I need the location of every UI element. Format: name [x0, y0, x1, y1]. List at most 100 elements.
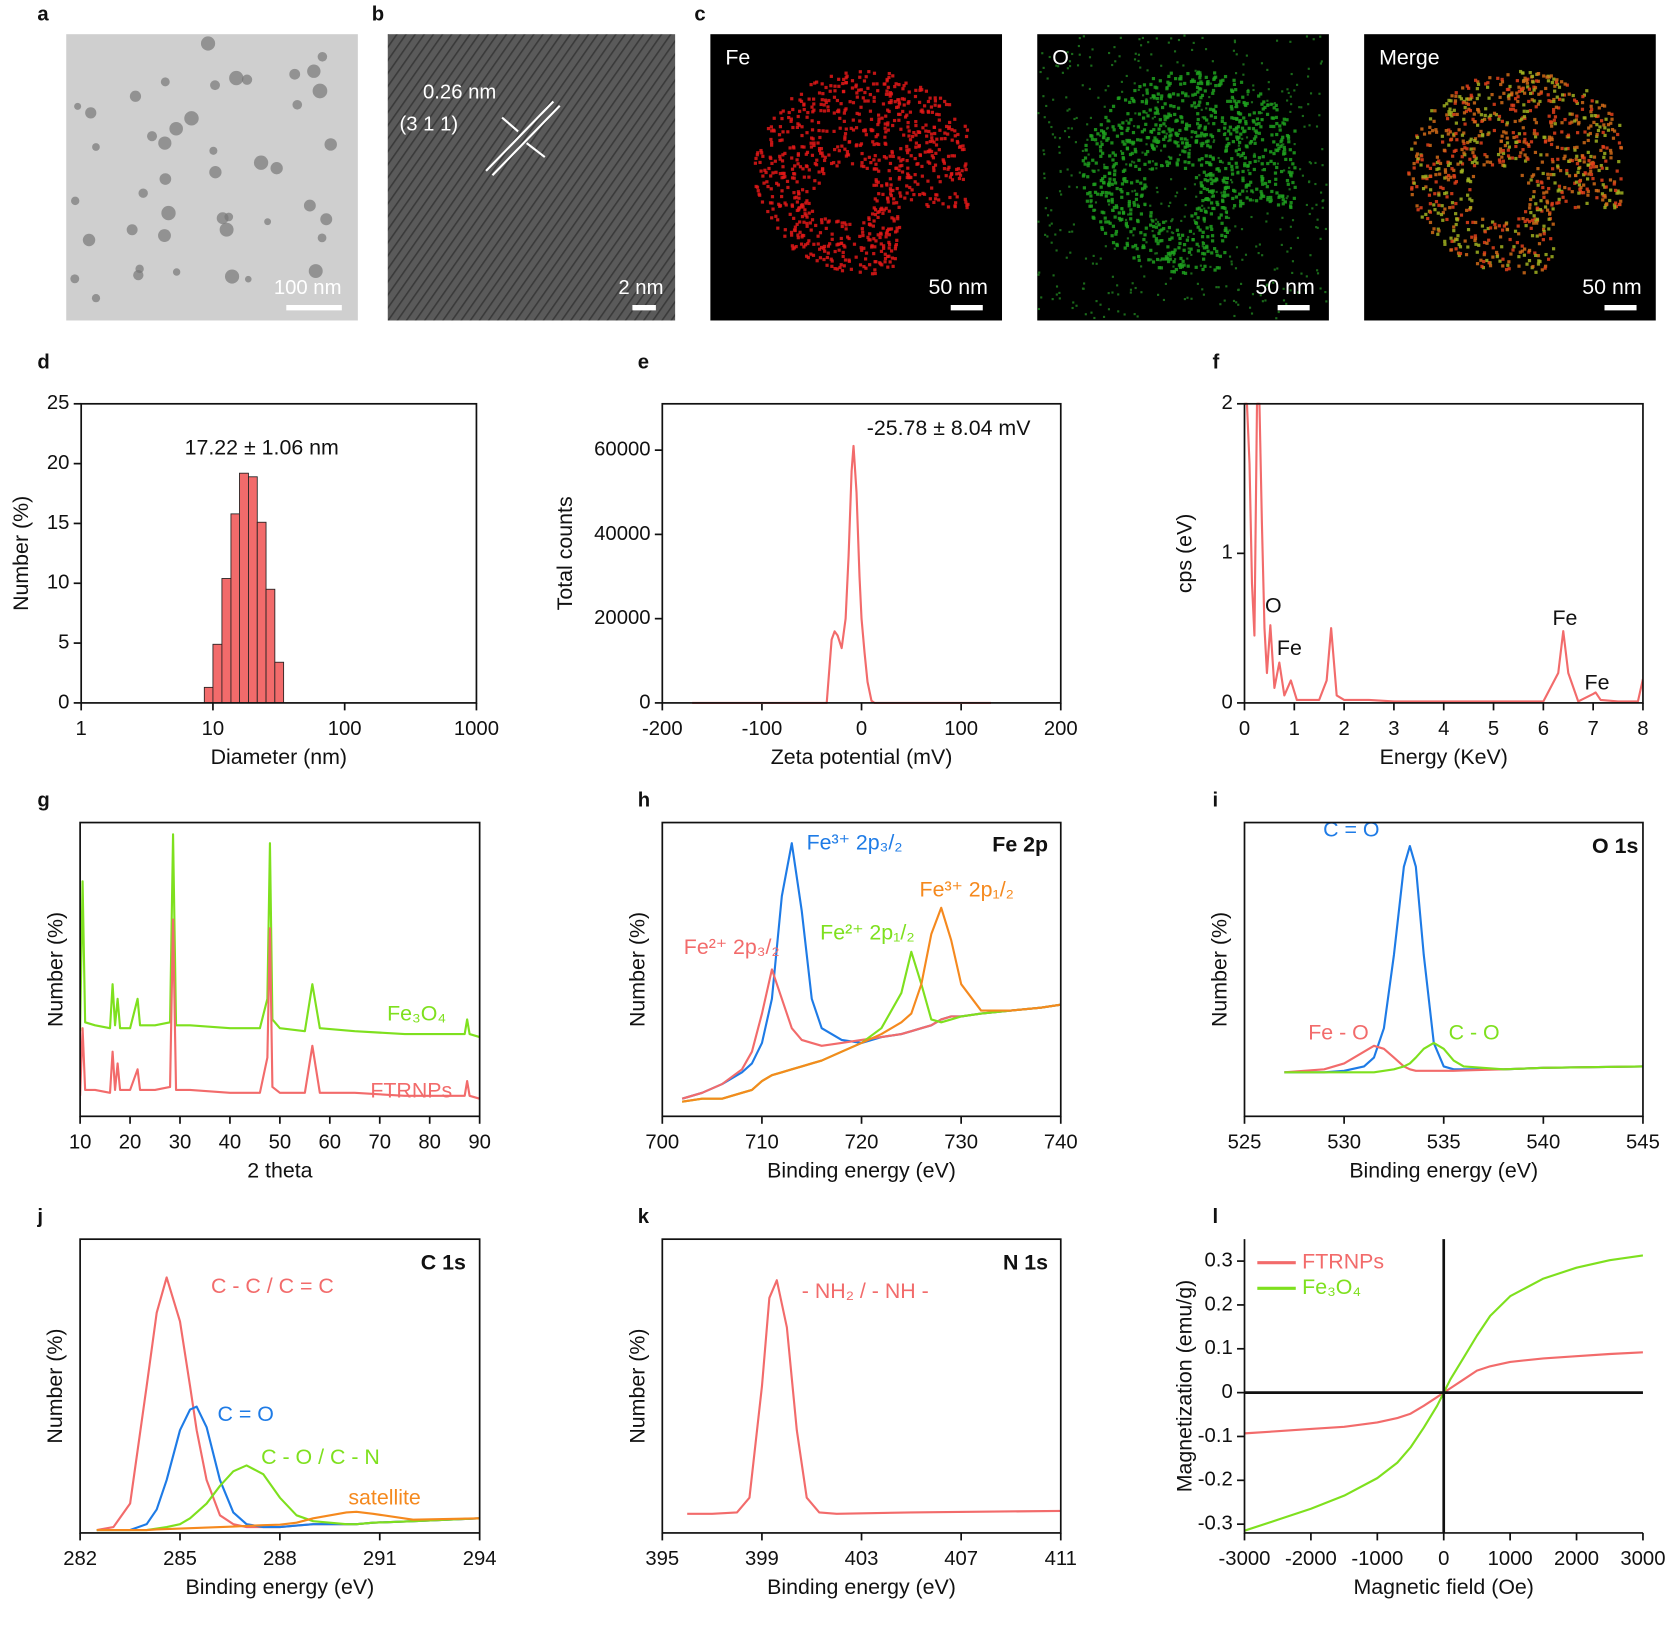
noise [1156, 191, 1158, 193]
signal [1587, 151, 1590, 154]
noise [1265, 220, 1267, 222]
signal [1172, 105, 1175, 108]
signal [914, 133, 917, 136]
signal [934, 96, 937, 99]
x-tick-label: 411 [1045, 1548, 1077, 1570]
x-axis-label: Diameter (nm) [211, 745, 347, 769]
signal [1149, 214, 1152, 217]
signal [1455, 238, 1458, 241]
signal [1521, 174, 1524, 177]
signal [1435, 131, 1438, 134]
signal [1223, 122, 1226, 125]
signal [1511, 156, 1514, 159]
signal [1437, 159, 1440, 162]
map-label: O [1052, 45, 1069, 69]
signal [771, 195, 774, 198]
signal [1527, 100, 1530, 103]
noise [1252, 199, 1254, 201]
signal [1235, 130, 1238, 133]
signal [1139, 231, 1142, 234]
signal [1548, 213, 1551, 216]
noise [1142, 37, 1144, 39]
signal [1414, 141, 1417, 144]
signal [1445, 129, 1448, 132]
signal [894, 230, 897, 233]
signal [1601, 167, 1604, 170]
noise [1276, 267, 1278, 269]
signal [1157, 140, 1160, 143]
signal [1193, 101, 1196, 104]
signal [811, 110, 814, 113]
signal [1141, 194, 1144, 197]
signal [1149, 224, 1152, 227]
signal [1223, 194, 1226, 197]
signal [829, 84, 832, 87]
signal [1420, 154, 1423, 157]
panel-letter: j [36, 1206, 43, 1228]
signal [838, 117, 841, 120]
signal [1224, 75, 1227, 78]
signal [957, 167, 960, 170]
noise [1320, 238, 1322, 240]
signal [1505, 131, 1508, 134]
noise [1168, 205, 1170, 207]
noise [1191, 136, 1193, 138]
signal [1468, 158, 1471, 161]
signal [1181, 99, 1184, 102]
signal [1500, 155, 1503, 158]
signal [1601, 145, 1604, 148]
signal [1470, 199, 1473, 202]
signal [1603, 126, 1606, 129]
signal [810, 83, 813, 86]
signal [883, 260, 886, 263]
signal [820, 103, 823, 106]
noise [1090, 312, 1092, 314]
signal [1149, 108, 1152, 111]
particle [83, 234, 95, 246]
x-tick-label: 700 [645, 1131, 679, 1153]
signal [1169, 82, 1172, 85]
signal [1576, 171, 1579, 174]
x-tick-label: 90 [468, 1131, 491, 1153]
signal [790, 231, 793, 234]
signal [1486, 160, 1489, 163]
signal [1158, 229, 1161, 232]
signal [780, 195, 783, 198]
noise [1317, 272, 1319, 274]
signal [1278, 124, 1281, 127]
x-tick-label: -3000 [1219, 1548, 1271, 1570]
x-axis-label: Energy (KeV) [1380, 745, 1508, 769]
signal [962, 178, 965, 181]
noise [1184, 298, 1186, 300]
signal [755, 185, 758, 188]
noise [1266, 212, 1268, 214]
signal [1162, 122, 1165, 125]
signal [1525, 224, 1528, 227]
signal [823, 250, 826, 253]
signal [1237, 100, 1240, 103]
x-tick-label: 1000 [1488, 1548, 1533, 1570]
signal [1192, 238, 1195, 241]
signal [965, 204, 968, 207]
signal [1095, 161, 1098, 164]
signal [1443, 243, 1446, 246]
signal [1141, 100, 1144, 103]
signal [1271, 116, 1274, 119]
signal [1223, 207, 1226, 210]
series-label: Fe - O [1308, 1021, 1369, 1045]
particle [161, 77, 170, 86]
signal [1287, 183, 1290, 186]
signal [815, 163, 818, 166]
signal [1605, 203, 1608, 206]
signal [779, 172, 782, 175]
signal [816, 235, 819, 238]
signal [1215, 250, 1218, 253]
signal [1248, 127, 1251, 130]
signal [1201, 94, 1204, 97]
noise [1120, 150, 1122, 152]
signal [1508, 267, 1511, 270]
signal [892, 201, 895, 204]
signal [1577, 192, 1580, 195]
noise [1276, 40, 1278, 42]
signal [1191, 163, 1194, 166]
